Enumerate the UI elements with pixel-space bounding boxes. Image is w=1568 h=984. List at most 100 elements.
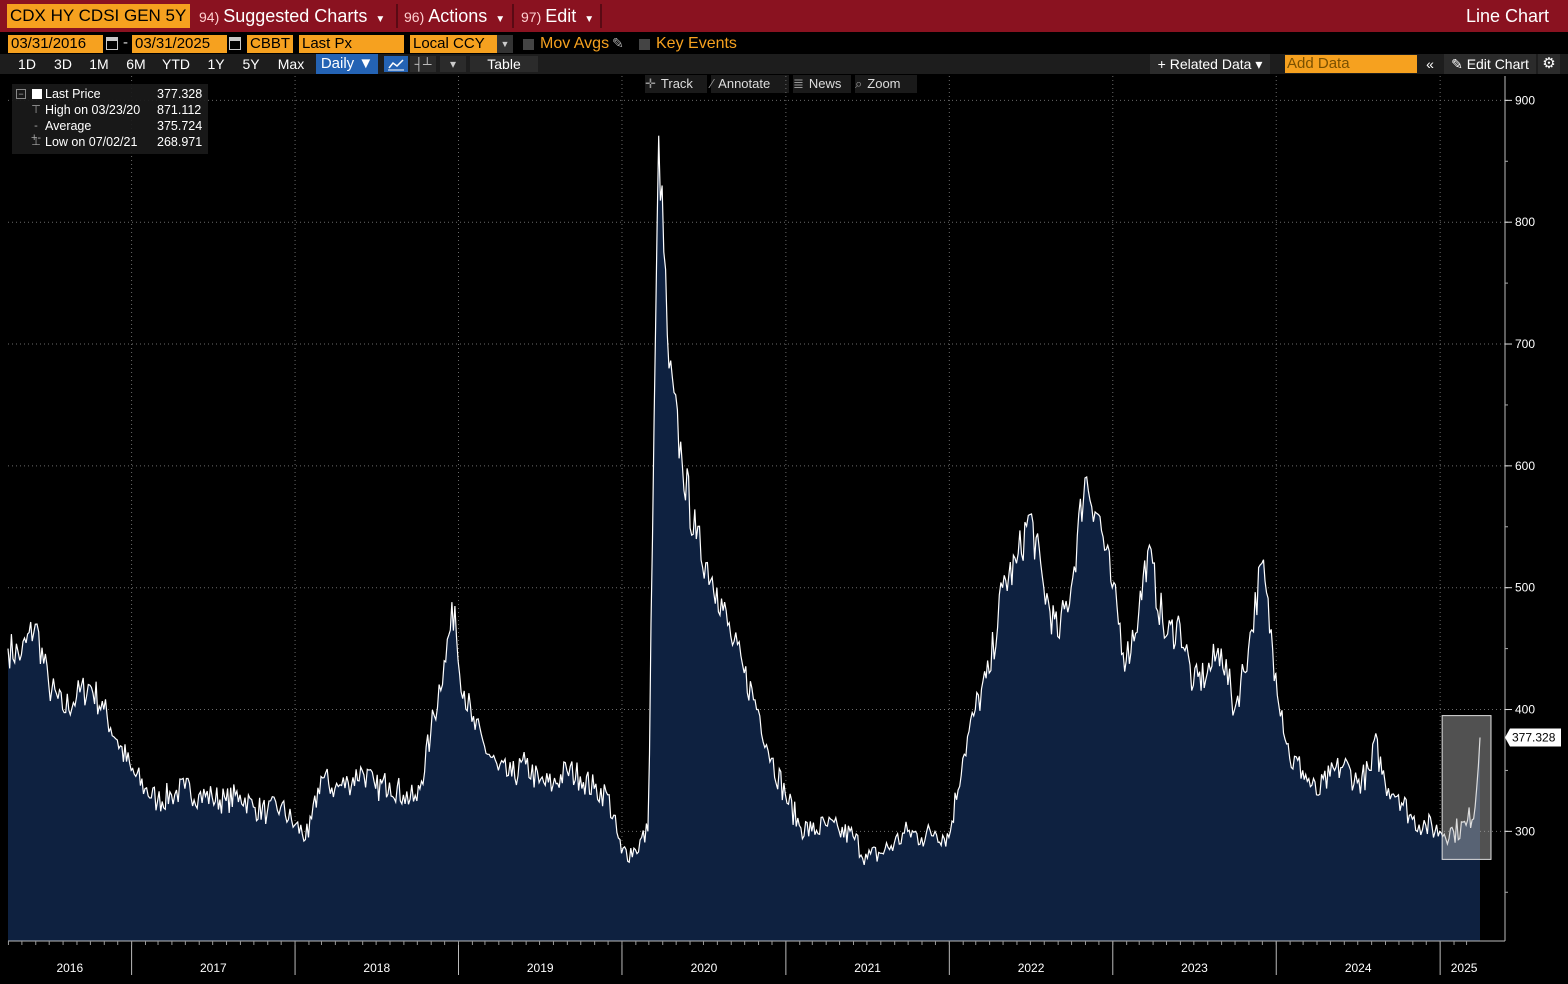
end-date-field[interactable]: 03/31/2025 <box>132 35 227 53</box>
edit-number: 97) <box>521 9 542 25</box>
annotate-tool[interactable]: ⁄ Annotate <box>711 75 789 93</box>
menu-divider <box>396 4 398 28</box>
gear-icon[interactable]: ⚙ <box>1538 54 1560 74</box>
currency-selector[interactable]: Local CCY <box>410 35 497 53</box>
news-icon: ≣ <box>793 76 804 91</box>
pencil-icon[interactable]: ✎ <box>612 35 624 51</box>
edit-chart-label: Edit Chart <box>1466 56 1529 72</box>
y-tick-label: 400 <box>1515 703 1535 717</box>
add-data-input[interactable]: Add Data <box>1285 55 1417 73</box>
security-ticker-field[interactable]: CDX HY CDSI GEN 5Y <box>7 4 190 28</box>
high-marker-icon: ⊤ <box>31 104 41 116</box>
period-button-max[interactable]: Max <box>277 56 305 72</box>
period-button-5y[interactable]: 5Y <box>242 56 260 72</box>
line-chart-icon[interactable] <box>384 56 408 72</box>
x-tick-label: 2020 <box>691 961 718 975</box>
menu-divider <box>512 4 514 28</box>
x-tick-label: 2024 <box>1345 961 1372 975</box>
legend-row-last-price: − Last Price 377.328 <box>12 86 208 102</box>
actions-label: Actions <box>428 6 488 26</box>
legend-label: High on 03/23/20 <box>45 103 141 117</box>
related-data-button[interactable]: + Related Data ▾ <box>1150 54 1270 74</box>
x-tick-label: 2023 <box>1181 961 1208 975</box>
x-tick-label: 2016 <box>56 961 83 975</box>
key-events-checkbox[interactable] <box>639 39 650 50</box>
period-button-ytd[interactable]: YTD <box>162 56 190 72</box>
legend-value: 375.724 <box>157 119 203 133</box>
legend-row-average: -+- Average 375.724 <box>12 118 208 144</box>
frequency-dropdown[interactable]: Daily ▼ <box>316 54 378 74</box>
last-price-tag: 377.328 <box>1505 728 1561 747</box>
mov-avgs-checkbox[interactable] <box>523 39 534 50</box>
x-tick-label: 2022 <box>1018 961 1045 975</box>
period-button-6m[interactable]: 6M <box>126 56 146 72</box>
last-price-tag-shape <box>1505 728 1561 747</box>
line-chart-icon-glyph <box>388 59 404 71</box>
x-tick-label: 2019 <box>527 961 554 975</box>
date-range-dash: - <box>123 34 128 51</box>
legend-label: Last Price <box>45 87 101 101</box>
x-tick-label: 2018 <box>363 961 390 975</box>
legend-row-high: ⊤ High on 03/23/20 871.112 <box>12 102 208 118</box>
track-tool[interactable]: ✛ Track <box>645 75 707 93</box>
period-button-1m[interactable]: 1M <box>89 56 109 72</box>
chevron-down-icon[interactable]: ▾ <box>440 56 466 72</box>
price-line <box>7 135 1481 866</box>
news-tool[interactable]: ≣ News <box>793 75 851 93</box>
price-field-selector[interactable]: Last Px <box>299 35 404 53</box>
average-marker-icon: -+- <box>30 120 42 144</box>
start-date-field[interactable]: 03/31/2016 <box>8 35 103 53</box>
chevron-down-icon: ▼ <box>584 14 595 25</box>
y-axis: 300 400 500 600 700 800 900 <box>1504 76 1535 941</box>
chart-type-label: Line Chart <box>1465 6 1549 26</box>
chevron-down-icon: ▼ <box>495 14 506 25</box>
chevron-down-icon: ▼ <box>375 14 386 25</box>
suggested-charts-menu[interactable]: 94) Suggested Charts ▼ <box>199 4 385 28</box>
series-color-swatch <box>32 89 42 99</box>
title-bar <box>0 0 1568 32</box>
edit-label: Edit <box>545 6 577 26</box>
suggested-charts-number: 94) <box>199 9 220 25</box>
legend-value: 268.971 <box>157 135 203 149</box>
pencil-icon: ✎ <box>1451 56 1467 72</box>
collapse-icon[interactable]: « <box>1426 56 1434 72</box>
menu-divider <box>600 4 602 28</box>
y-tick-label: 600 <box>1515 459 1535 473</box>
price-area-fill <box>8 135 1480 941</box>
y-tick-label: 700 <box>1515 337 1535 351</box>
table-button[interactable]: Table <box>470 56 538 72</box>
last-price-tag-value: 377.328 <box>1512 731 1556 745</box>
legend-row-low: ⊥ Low on 07/02/21 268.971 <box>12 134 208 150</box>
calendar-icon[interactable] <box>106 37 118 50</box>
ohlc-bars-icon[interactable]: ┤┴ <box>410 56 436 72</box>
zoom-tool[interactable]: ⌕ Zoom <box>855 75 917 93</box>
chevron-down-icon[interactable]: ▼ <box>497 35 513 53</box>
period-button-1d[interactable]: 1D <box>18 56 36 72</box>
edit-chart-button[interactable]: ✎ Edit Chart <box>1444 54 1536 74</box>
calendar-icon[interactable] <box>229 37 241 50</box>
period-button-1y[interactable]: 1Y <box>207 56 225 72</box>
x-tick-label: 2017 <box>200 961 227 975</box>
suggested-charts-label: Suggested Charts <box>223 6 368 26</box>
y-tick-label: 500 <box>1515 581 1535 595</box>
edit-menu[interactable]: 97) Edit ▼ <box>521 4 594 28</box>
x-tick-label: 2021 <box>854 961 881 975</box>
y-tick-label: 900 <box>1515 93 1535 107</box>
news-label: News <box>808 76 842 91</box>
y-tick-label: 300 <box>1515 824 1535 838</box>
x-axis: 2016 2017 2018 2019 2020 2021 2022 2023 2024 2025 <box>7 940 1505 975</box>
actions-menu[interactable]: 96) Actions ▼ <box>404 4 505 28</box>
annotate-icon: ⁄ <box>711 76 714 91</box>
track-label: Track <box>660 76 693 91</box>
chart-legend: − Last Price 377.328 ⊤ High on 03/23/20 … <box>12 84 208 154</box>
pricing-source-field[interactable]: CBBT <box>247 35 293 53</box>
crosshair-icon: ✛ <box>645 76 656 91</box>
collapse-box-icon[interactable]: − <box>16 89 26 99</box>
legend-label: Average <box>45 119 92 133</box>
recent-period-highlight <box>1441 715 1492 860</box>
x-tick-label: 2025 <box>1451 961 1478 975</box>
period-button-3d[interactable]: 3D <box>54 56 72 72</box>
key-events-label: Key Events <box>656 35 737 52</box>
mov-avgs-label: Mov Avgs <box>540 35 610 52</box>
